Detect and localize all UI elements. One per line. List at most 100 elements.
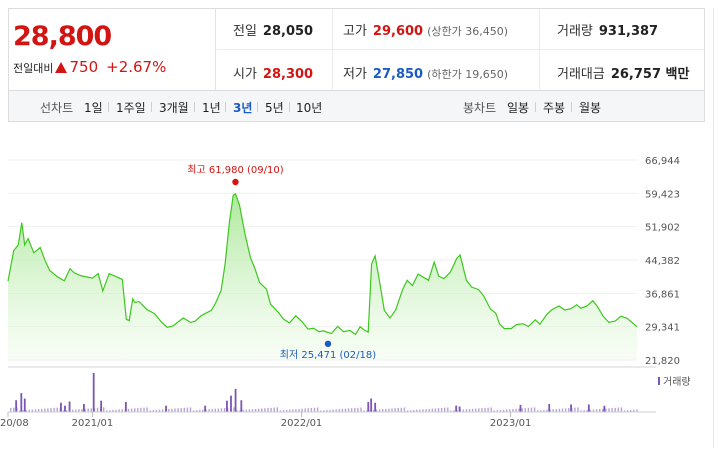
volume-bar <box>502 409 505 412</box>
volume-bar <box>47 408 49 412</box>
tab-monthly-candle[interactable]: 월봉 <box>579 101 602 115</box>
volume-legend-swatch <box>658 377 660 385</box>
volume-bar <box>335 409 337 412</box>
volume-bar <box>183 407 185 412</box>
volume-bar <box>230 395 232 412</box>
tab-10year[interactable]: 10년 <box>296 101 323 115</box>
volume-bar <box>478 408 480 412</box>
volume-bar <box>320 410 322 412</box>
up-triangle-icon <box>55 62 68 73</box>
volume-bar <box>10 407 12 412</box>
volume-bar <box>357 407 359 412</box>
volume-bar <box>524 408 526 412</box>
volume-bar <box>127 408 130 412</box>
amount-label: 거래대금 <box>557 67 605 82</box>
quote-panel: 28,800 전일대비 750 +2.67% 전일 28,050 고가 29,600 (상… <box>8 8 705 91</box>
volume-bar <box>630 409 632 412</box>
volume-bar <box>481 408 483 412</box>
volume-bar <box>455 405 458 412</box>
volume-bar <box>599 409 601 412</box>
volume-bar <box>444 407 446 412</box>
volume-bar <box>527 407 530 412</box>
price-area <box>8 193 637 360</box>
volume-bar <box>329 409 331 412</box>
tab-3month[interactable]: 3개월 <box>159 101 189 115</box>
volume-bar <box>574 407 576 412</box>
volume-bar <box>282 410 285 412</box>
volume-bar <box>484 407 486 412</box>
volume-bar <box>258 408 260 412</box>
volume-bar <box>589 409 592 412</box>
volume-bar <box>586 409 588 412</box>
volume-bar <box>403 407 406 412</box>
volume-bar <box>124 401 127 412</box>
volume-bar <box>633 409 635 412</box>
volume-bar <box>338 409 340 412</box>
tab-1year[interactable]: 1년 <box>202 101 221 115</box>
price-change: 전일대비 750 +2.67% <box>13 58 166 76</box>
volume-bar <box>158 409 161 412</box>
volume-bar <box>378 409 381 412</box>
volume-bar <box>41 408 43 412</box>
low-annotation: 최저 25,471 (02/18) <box>280 349 376 361</box>
volume-bar <box>614 407 616 412</box>
tab-5year[interactable]: 5년 <box>265 101 284 115</box>
volume-bar <box>617 407 619 412</box>
volume-bar <box>388 408 390 412</box>
tab-separator <box>108 102 109 112</box>
x-tick-label: 2022/01 <box>281 418 323 429</box>
amount-value: 26,757 백만 <box>610 67 690 82</box>
high-price: 고가 29,600 (상한가 36,450) <box>343 20 508 39</box>
y-axis: 66,944 59,423 51,902 44,382 36,861 29,341 21,8… <box>645 156 680 367</box>
volume-bar <box>611 408 613 412</box>
volume-bar <box>121 409 123 412</box>
volume-bar <box>564 408 567 412</box>
tab-daily-candle[interactable]: 일봉 <box>507 101 530 115</box>
volume-bar <box>394 408 396 412</box>
y-tick-label: 59,423 <box>645 189 680 200</box>
volume-bar <box>370 398 373 412</box>
volume-bar <box>332 409 334 412</box>
volume-bar <box>453 410 455 412</box>
volume-bar <box>192 410 195 412</box>
volume-bar <box>374 402 377 412</box>
tab-weekly-candle[interactable]: 주봉 <box>543 101 566 115</box>
high-value: 29,600 <box>372 24 424 39</box>
volume-bar <box>307 408 309 412</box>
tab-1day[interactable]: 1일 <box>84 101 103 115</box>
trade-amount: 거래대금 26,757 백만 <box>557 63 689 82</box>
volume-bar <box>83 404 85 412</box>
volume-bar <box>468 409 471 412</box>
volume-bar <box>419 409 421 412</box>
volume-bar <box>518 408 520 412</box>
chart-period-tabs: 선차트 1일 1주일 3개월 1년 3년 5년 10년 봉차트 일봉 주봉 월봉 <box>8 91 705 122</box>
volume-bar <box>146 407 148 412</box>
volume-bar <box>202 409 204 412</box>
low-price: 저가 27,850 (하한가 19,650) <box>343 63 508 82</box>
volume-bar <box>400 407 402 412</box>
volume-bar <box>592 409 595 412</box>
volume-bar <box>254 408 257 412</box>
divider <box>217 49 705 50</box>
volume-bar <box>279 410 282 412</box>
volume-bar <box>13 407 15 412</box>
volume-bar <box>372 409 375 412</box>
tab-3year[interactable]: 3년 <box>233 101 253 115</box>
volume-bar <box>440 407 443 412</box>
lower-limit: (하한가 19,650) <box>427 68 509 81</box>
volume-bar <box>583 410 585 412</box>
volume-bar <box>64 405 66 412</box>
volume-bar <box>171 408 173 412</box>
volume-bar <box>267 408 269 412</box>
volume-bar <box>568 408 570 412</box>
volume-bar <box>81 409 83 412</box>
tab-1week[interactable]: 1주일 <box>116 101 146 115</box>
volume-bar <box>84 408 86 412</box>
volume-bar <box>186 407 189 412</box>
volume-bar <box>34 409 37 412</box>
volume-bar <box>530 407 533 412</box>
volume-bar <box>623 410 626 412</box>
volume: 거래량 931,387 <box>557 20 658 39</box>
volume-bar <box>360 407 362 412</box>
volume-bar <box>261 408 263 412</box>
